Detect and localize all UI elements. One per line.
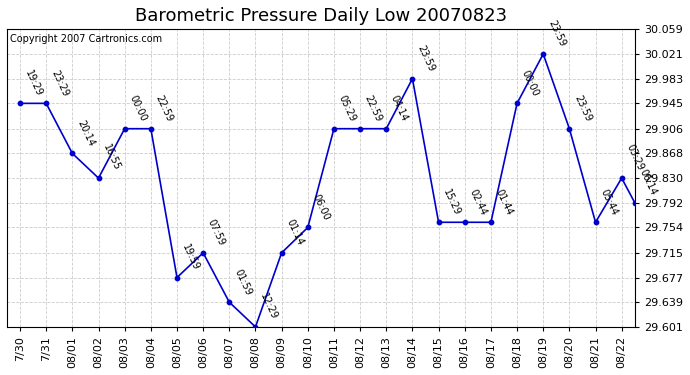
Text: 23:29: 23:29 bbox=[49, 68, 70, 98]
Point bbox=[250, 324, 261, 330]
Point bbox=[433, 219, 444, 225]
Text: 19:29: 19:29 bbox=[23, 68, 43, 98]
Text: 02:44: 02:44 bbox=[468, 187, 489, 217]
Text: 00:00: 00:00 bbox=[520, 68, 541, 98]
Point bbox=[407, 76, 418, 82]
Point bbox=[590, 219, 601, 225]
Point bbox=[171, 274, 182, 280]
Text: 22:59: 22:59 bbox=[154, 93, 175, 123]
Point bbox=[276, 250, 287, 256]
Text: 06:00: 06:00 bbox=[310, 192, 331, 222]
Point bbox=[355, 126, 366, 132]
Text: 05:29: 05:29 bbox=[337, 93, 357, 123]
Text: 23:59: 23:59 bbox=[546, 19, 567, 48]
Text: 12:29: 12:29 bbox=[258, 292, 279, 321]
Text: 01:59: 01:59 bbox=[232, 267, 253, 297]
Point bbox=[93, 175, 104, 181]
Text: 20:14: 20:14 bbox=[75, 118, 96, 148]
Point bbox=[381, 126, 392, 132]
Point bbox=[511, 100, 522, 106]
Title: Barometric Pressure Daily Low 20070823: Barometric Pressure Daily Low 20070823 bbox=[135, 7, 507, 25]
Text: 06:14: 06:14 bbox=[638, 168, 658, 197]
Text: 23:59: 23:59 bbox=[415, 44, 436, 73]
Point bbox=[224, 299, 235, 305]
Point bbox=[197, 250, 208, 256]
Text: 01:14: 01:14 bbox=[284, 218, 305, 247]
Text: 16:55: 16:55 bbox=[101, 143, 122, 172]
Point bbox=[538, 51, 549, 57]
Text: 19:59: 19:59 bbox=[180, 243, 201, 272]
Point bbox=[302, 225, 313, 231]
Text: 01:44: 01:44 bbox=[493, 188, 515, 217]
Point bbox=[460, 219, 471, 225]
Text: 15:29: 15:29 bbox=[442, 187, 462, 217]
Point bbox=[14, 100, 26, 106]
Point bbox=[328, 126, 339, 132]
Text: 23:59: 23:59 bbox=[572, 93, 593, 123]
Text: 00:00: 00:00 bbox=[128, 94, 148, 123]
Point bbox=[629, 200, 640, 206]
Point bbox=[119, 126, 130, 132]
Text: 05:44: 05:44 bbox=[598, 187, 619, 217]
Text: Copyright 2007 Cartronics.com: Copyright 2007 Cartronics.com bbox=[10, 34, 162, 44]
Text: 04:14: 04:14 bbox=[389, 94, 410, 123]
Text: 07:59: 07:59 bbox=[206, 217, 227, 247]
Point bbox=[616, 175, 627, 181]
Point bbox=[41, 100, 52, 106]
Text: 03:29: 03:29 bbox=[624, 143, 645, 172]
Point bbox=[146, 126, 157, 132]
Point bbox=[485, 219, 496, 225]
Point bbox=[67, 150, 78, 156]
Point bbox=[564, 126, 575, 132]
Text: 22:59: 22:59 bbox=[363, 93, 384, 123]
